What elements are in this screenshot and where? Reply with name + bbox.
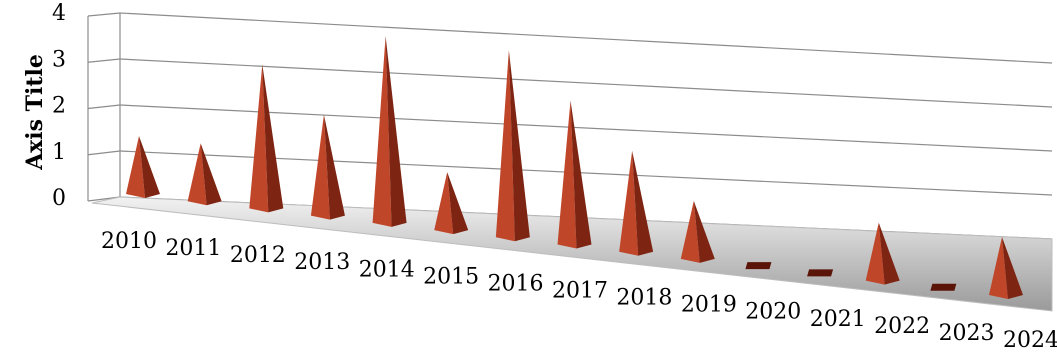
x-axis-ticks: 2010 2011 2012 2013 2014 2015 2016 2017 2018 2019… (101, 229, 1057, 353)
x-tick-label: 2022 (874, 314, 930, 339)
x-tick-label: 2015 (423, 264, 479, 289)
gridline (119, 12, 1053, 64)
pyramid-face-right (262, 64, 284, 213)
x-tick-label: 2013 (294, 250, 350, 275)
chart-floor (91, 196, 1053, 312)
x-tick-label: 2024 (1003, 328, 1057, 353)
data-pyramids (126, 35, 1023, 299)
pyramid-face-right (139, 136, 160, 198)
pyramid-face-left (495, 50, 515, 242)
y-tick-label: 4 (52, 1, 66, 26)
pyramid-face-left (372, 35, 392, 227)
pyramid-2011 (187, 143, 222, 206)
y-tick-label: 3 (52, 47, 66, 72)
pyramid-face-right (323, 114, 345, 220)
pyramid-face-right (878, 222, 900, 285)
x-tick-label: 2010 (101, 229, 157, 254)
pyramid-2012 (249, 64, 284, 213)
x-tick-label: 2017 (552, 279, 608, 304)
x-tick-label: 2018 (616, 286, 672, 311)
gridline (119, 104, 1053, 152)
y-axis-title: Axis Title (22, 54, 48, 171)
pyramid-face-left (187, 143, 207, 206)
pyramid-2016 (495, 50, 530, 242)
pyramid-face-right (508, 50, 530, 242)
pyramid-face-left (126, 136, 145, 198)
y-tick-label: 1 (52, 140, 66, 165)
pyramid-face-right (570, 100, 592, 249)
pyramid-face-left (434, 172, 454, 235)
pyramid-face-right (1002, 237, 1023, 299)
pyramid-2019 (680, 200, 715, 263)
x-tick-label: 2019 (681, 293, 737, 318)
pyramid-2015 (434, 172, 469, 235)
x-tick-label: 2021 (810, 307, 866, 332)
pyramid-2020-base (745, 262, 772, 270)
pyramid-face-right (693, 200, 715, 263)
pyramid-2013 (310, 114, 345, 220)
pyramid-face-left (619, 150, 639, 256)
gridline (87, 58, 121, 63)
x-tick-label: 2011 (165, 236, 221, 261)
pyramid-2010 (126, 136, 160, 198)
pyramid-face-left (865, 222, 885, 285)
pyramid-face-right (200, 143, 222, 206)
pyramid-face-left (680, 200, 700, 263)
pyramid-2022 (865, 222, 900, 285)
pyramid-2018 (619, 150, 654, 256)
pyramid-2021-base (807, 269, 834, 277)
pyramid-face-right (447, 172, 469, 235)
pyramid-2024 (989, 237, 1023, 299)
gridline (87, 12, 121, 17)
y-axis-ticks: 0 1 2 3 4 (52, 1, 66, 211)
gridline (87, 150, 121, 156)
y-tick-label: 0 (52, 186, 66, 211)
pyramid-face-left (989, 237, 1008, 299)
pyramid-2023-base (930, 283, 957, 291)
x-tick-label: 2012 (230, 243, 286, 268)
pyramid-2014 (372, 35, 407, 227)
pyramid-face-left (249, 64, 269, 213)
pyramid-face-left (310, 114, 330, 220)
gridline (119, 58, 1053, 108)
pyramid-face-right (632, 150, 654, 256)
pyramid-2017 (557, 100, 592, 249)
y-tick-label: 2 (52, 94, 66, 119)
pyramid-face-left (557, 100, 577, 249)
pyramid-face-right (385, 35, 407, 227)
x-tick-label: 2020 (745, 300, 801, 325)
gridline (87, 104, 121, 110)
x-tick-label: 2014 (359, 257, 415, 282)
x-tick-label: 2016 (488, 271, 544, 296)
x-tick-label: 2023 (939, 321, 995, 346)
floor-plane (91, 196, 1053, 312)
